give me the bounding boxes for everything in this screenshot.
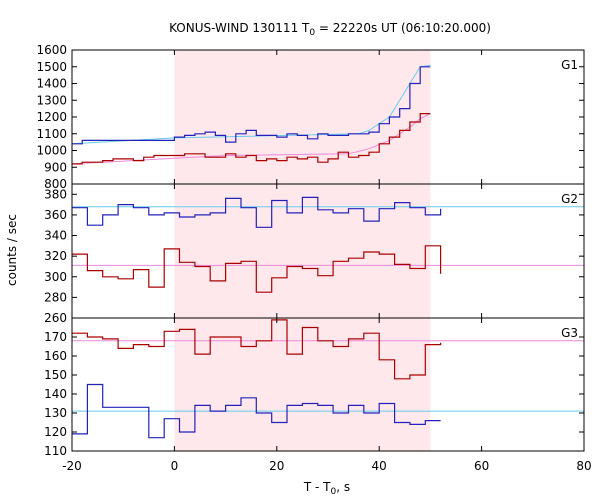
y-tick-label: 170 <box>44 330 67 344</box>
x-tick-label: 40 <box>372 459 387 473</box>
step-line-G2-red <box>72 245 442 293</box>
y-tick-label: 120 <box>44 425 67 439</box>
y-tick-label: 300 <box>44 270 67 284</box>
step-line-G1-blue <box>72 66 431 145</box>
x-tick-label: -20 <box>62 459 82 473</box>
y-axis-label: counts / sec <box>5 214 19 286</box>
step-line-G3-red <box>72 319 442 380</box>
y-tick-label: 340 <box>44 229 67 243</box>
x-axis-label: T - T0, s <box>303 480 350 497</box>
y-tick-label: 320 <box>44 249 67 263</box>
y-tick-label: 160 <box>44 349 67 363</box>
step-line-G1-red <box>72 113 431 165</box>
panel-label-G2: G2 <box>561 192 578 206</box>
y-tick-label: 1400 <box>36 77 67 91</box>
panel-frame-G3 <box>71 317 585 452</box>
y-tick-label: 800 <box>44 177 67 191</box>
x-tick-label: 20 <box>269 459 284 473</box>
y-tick-label: 1100 <box>36 127 67 141</box>
y-tick-label: 1300 <box>36 93 67 107</box>
y-tick-label: 380 <box>44 187 67 201</box>
x-tick-label: 0 <box>171 459 179 473</box>
y-tick-label: 150 <box>44 368 67 382</box>
x-tick-label: 80 <box>576 459 591 473</box>
shaded-interval <box>174 50 431 451</box>
step-line-G3-blue <box>72 383 441 439</box>
y-tick-label: 900 <box>44 160 67 174</box>
y-tick-label: 140 <box>44 387 67 401</box>
y-tick-label: 1600 <box>36 43 67 57</box>
y-tick-label: 280 <box>44 290 67 304</box>
panel-label-G3: G3 <box>561 326 578 340</box>
y-tick-label: 1500 <box>36 60 67 74</box>
y-tick-label: 130 <box>44 406 67 420</box>
y-tick-label: 110 <box>44 444 67 458</box>
y-tick-label: 360 <box>44 208 67 222</box>
y-tick-label: 1200 <box>36 110 67 124</box>
step-line-G2-blue <box>72 196 442 228</box>
chart-title: KONUS-WIND 130111 T0 = 22220s UT (06:10:… <box>169 21 491 38</box>
y-tick-label: 1000 <box>36 144 67 158</box>
panel-label-G1: G1 <box>561 58 578 72</box>
y-tick-label: 260 <box>44 311 67 325</box>
x-tick-label: 60 <box>474 459 489 473</box>
